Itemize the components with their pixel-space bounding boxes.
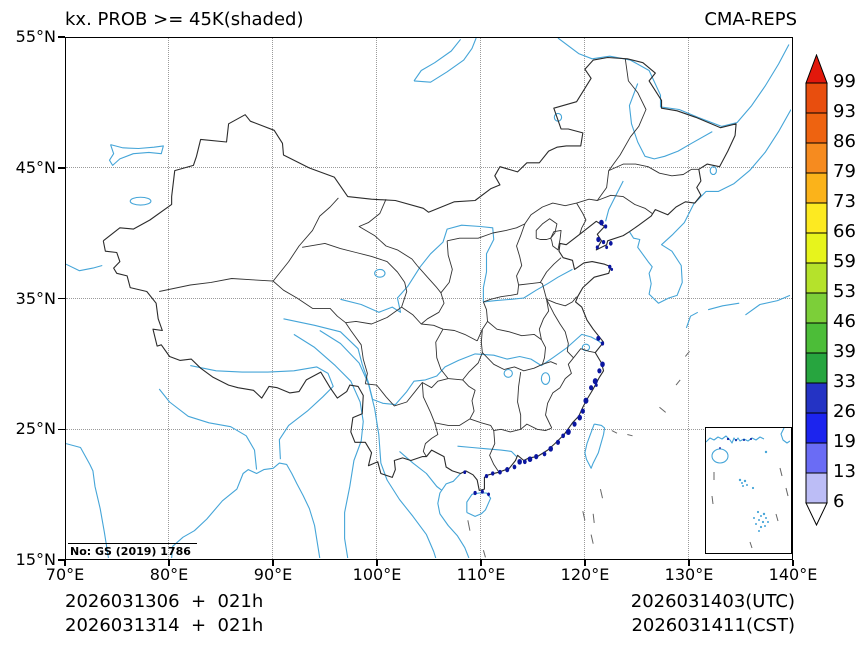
colorbar-cell bbox=[805, 382, 828, 414]
valid-time-utc: 2026031403(UTC) bbox=[630, 591, 795, 612]
x-tick-mark bbox=[688, 560, 690, 566]
colorbar-tick-label: 13 bbox=[833, 461, 856, 482]
colorbar-cell bbox=[805, 352, 828, 384]
x-tick-mark bbox=[376, 560, 378, 566]
colorbar-cell bbox=[805, 292, 828, 324]
x-tick-label: 70°E bbox=[45, 565, 85, 584]
colorbar-tick-label: 79 bbox=[833, 161, 856, 182]
colorbar-tick-label: 33 bbox=[833, 371, 856, 392]
x-tick-label: 110°E bbox=[456, 565, 506, 584]
national-boundary bbox=[103, 58, 736, 491]
x-tick-label: 100°E bbox=[352, 565, 402, 584]
colorbar-tick-label: 39 bbox=[833, 341, 856, 362]
colorbar-cell bbox=[805, 82, 828, 114]
y-tick-mark bbox=[58, 297, 65, 300]
init-time-cst: 2026031314 + 021h bbox=[65, 615, 264, 636]
y-tick-label: 35°N bbox=[15, 288, 56, 308]
x-tick-label: 140°E bbox=[768, 565, 818, 584]
colorbar-cell bbox=[805, 262, 828, 294]
colorbar-cell bbox=[805, 442, 828, 474]
y-tick-label: 25°N bbox=[15, 419, 56, 439]
x-tick-label: 120°E bbox=[560, 565, 610, 584]
latitude-gridline bbox=[66, 167, 792, 169]
valid-time-cst: 2026031411(CST) bbox=[631, 615, 795, 636]
colorbar-cell bbox=[805, 202, 828, 234]
page-title: kx. PROB >= 45K(shaded) bbox=[65, 9, 304, 30]
y-tick-mark bbox=[58, 167, 65, 169]
y-tick-mark bbox=[58, 428, 65, 430]
latitude-gridline bbox=[66, 428, 792, 430]
province-boundaries bbox=[159, 59, 699, 472]
x-tick-mark bbox=[64, 560, 66, 566]
y-tick-label: 15°N bbox=[15, 550, 56, 569]
colorbar-tick-label: 99 bbox=[833, 71, 856, 92]
x-tick-mark bbox=[792, 560, 794, 566]
colorbar-cell bbox=[805, 232, 828, 264]
x-tick-label: 80°E bbox=[149, 565, 189, 584]
y-tick-mark bbox=[58, 559, 65, 561]
colorbar-tick-label: 26 bbox=[833, 401, 856, 422]
colorbar: 99 93 86 79 73 66 59 53 46 39 33 26 19 13 6 bbox=[805, 53, 860, 527]
x-tick-mark bbox=[584, 560, 586, 566]
colorbar-cell bbox=[805, 112, 828, 144]
colorbar-tick-label: 66 bbox=[833, 221, 856, 242]
x-tick-label: 130°E bbox=[664, 565, 714, 584]
colorbar-cell bbox=[805, 322, 828, 354]
inset-content bbox=[706, 428, 790, 548]
map-plot-area: No: GS (2019) 1786 bbox=[65, 37, 793, 560]
map-license-note: No: GS (2019) 1786 bbox=[68, 543, 197, 558]
colorbar-cell bbox=[805, 142, 828, 174]
model-name-label: CMA-REPS bbox=[704, 9, 797, 30]
x-tick-mark bbox=[272, 560, 274, 566]
x-tick-mark bbox=[480, 560, 482, 566]
colorbar-tick-label: 93 bbox=[833, 101, 856, 122]
south-china-sea-inset bbox=[705, 427, 792, 554]
china-map-canvas bbox=[66, 38, 791, 558]
colorbar-cell bbox=[805, 472, 828, 504]
y-tick-label: 55°N bbox=[15, 27, 56, 46]
colorbar-cell bbox=[805, 172, 828, 204]
y-tick-mark bbox=[58, 36, 65, 38]
colorbar-tick-label: 86 bbox=[833, 131, 856, 152]
init-time-utc: 2026031306 + 021h bbox=[65, 591, 264, 612]
y-tick-label: 45°N bbox=[15, 157, 56, 177]
x-tick-mark bbox=[168, 560, 170, 566]
colorbar-tick-label: 19 bbox=[833, 431, 856, 452]
colorbar-tick-label: 46 bbox=[833, 311, 856, 332]
probability-shading-spots bbox=[463, 219, 614, 497]
water-lines bbox=[66, 38, 791, 558]
colorbar-svg bbox=[805, 53, 828, 527]
colorbar-tick-label: 6 bbox=[833, 491, 845, 512]
colorbar-cell bbox=[805, 412, 828, 444]
island-dashes bbox=[468, 351, 690, 557]
colorbar-tick-label: 73 bbox=[833, 191, 856, 212]
latitude-gridline bbox=[66, 297, 792, 299]
x-tick-label: 90°E bbox=[253, 565, 293, 584]
colorbar-tick-label: 53 bbox=[833, 281, 856, 302]
colorbar-tick-label: 59 bbox=[833, 251, 856, 272]
